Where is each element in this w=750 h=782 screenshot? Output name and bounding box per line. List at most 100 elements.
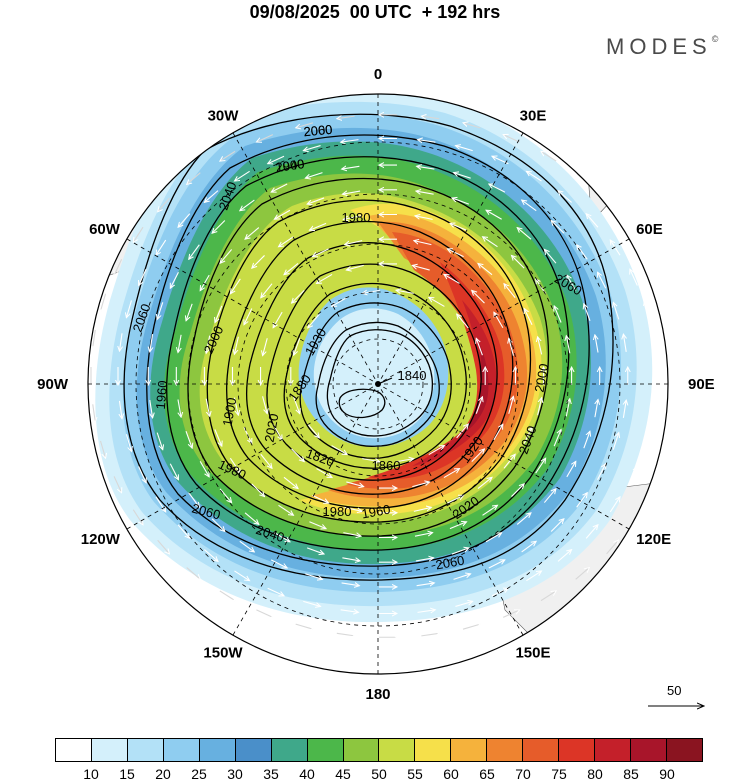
wind-arrow (503, 454, 515, 469)
wind-arrow (156, 432, 163, 450)
wind-arrow (312, 494, 328, 503)
wind-arrow (476, 338, 483, 356)
longitude-label: 180 (365, 686, 390, 703)
wind-arrow (307, 197, 325, 204)
wind-arrow (576, 493, 588, 508)
wind-arrow (550, 519, 564, 532)
wind-arrow (508, 396, 514, 414)
wind-arrow (565, 399, 570, 417)
wind-arrow (342, 558, 360, 561)
wind-arrow (516, 513, 531, 525)
wind-arrow (597, 464, 606, 481)
wind-arrow (475, 397, 482, 414)
wind-arrow (157, 302, 164, 319)
colorbar-swatch (127, 739, 164, 761)
wind-arrow (113, 476, 121, 492)
longitude-labels: 0 30E 60E 90E 120E 150E 180 150W 120W 90W 60W 30W (37, 66, 715, 703)
longitude-label: 60E (636, 221, 663, 238)
colorbar-tick-label: 75 (551, 766, 567, 782)
wind-arrow (186, 303, 193, 321)
wind-arrow (305, 573, 322, 580)
colorbar-tick-label: 70 (515, 766, 531, 782)
contour-1980 (206, 199, 532, 523)
wind-arrow (150, 400, 153, 418)
wind-arrow (540, 591, 556, 602)
lat-circle-80 (332, 338, 424, 430)
wind-arrow (272, 423, 282, 440)
wind-arrow (252, 255, 265, 268)
wind-arrow (155, 496, 166, 512)
longitude-label: 90E (688, 376, 715, 393)
contour-label: 1840 (398, 368, 427, 383)
wind-arrow (417, 610, 436, 613)
wind-arrow (262, 396, 268, 413)
wind-arrow (230, 278, 241, 294)
wind-arrow (645, 300, 651, 318)
wind-arrow (343, 215, 362, 220)
contour-label-text: 1900 (220, 396, 240, 427)
wind-arrow (316, 273, 333, 283)
wind-arrow (451, 548, 469, 555)
wind-arrow (517, 228, 532, 240)
contour-label-text: 1980 (342, 210, 371, 225)
colorbar-swatch (307, 739, 344, 761)
wind-arrow (524, 309, 533, 325)
wind-arrow (260, 453, 272, 468)
wind-arrow (471, 449, 485, 463)
wind-arrow (463, 123, 481, 129)
contour-1960 (226, 220, 514, 509)
wind-arrow (337, 116, 355, 119)
wind-arrow (177, 524, 190, 539)
wind-arrow (284, 263, 299, 274)
wind-arrow (233, 397, 238, 416)
wind-arrow (526, 171, 542, 182)
wind-arrow (681, 330, 684, 348)
pole-tick (377, 377, 393, 385)
wind-arrow (415, 216, 433, 220)
wind-arrow (293, 396, 300, 414)
colorbar-tick-label: 25 (191, 766, 207, 782)
wind-arrow (413, 507, 432, 512)
wind-arrow (244, 512, 259, 525)
map-body (88, 94, 685, 674)
wind-arrow (309, 521, 326, 529)
wind-arrow (444, 274, 460, 284)
wind-arrow (267, 587, 284, 595)
wind-arrow (541, 151, 557, 162)
contour-1940 (246, 242, 498, 495)
wind-arrow (331, 445, 348, 455)
wind-arrow (493, 424, 503, 441)
wind-arrow (412, 265, 430, 271)
wind-arrow (273, 311, 283, 328)
wind-arrow (629, 466, 637, 484)
contour-label-text: 1960 (360, 502, 391, 522)
colorbar (55, 738, 703, 762)
inner-light (313, 308, 435, 439)
wind-arrow (316, 468, 332, 478)
wind-arrow (204, 549, 218, 562)
wind-arrow (256, 609, 272, 617)
modes-logo: MODES© (606, 34, 718, 60)
wind-arrow (478, 263, 493, 276)
shade-90 (466, 340, 489, 432)
wind-arrow (455, 146, 473, 152)
wind-vectors (91, 115, 685, 638)
wind-arrow (584, 304, 591, 321)
wind-arrow (453, 574, 471, 580)
contour-label-text: 1860 (372, 458, 401, 473)
wind-arrow (303, 145, 321, 151)
wind-arrow (234, 336, 239, 355)
wind-arrow (554, 306, 562, 323)
wind-arrow (521, 541, 537, 553)
wind-arrow (187, 172, 201, 185)
wind-arrow (186, 567, 201, 580)
wind-arrow (244, 308, 253, 325)
wind-arrow (340, 610, 359, 613)
contour-label: 2040 (275, 156, 306, 175)
wind-arrow (654, 259, 663, 276)
wind-arrow (553, 429, 561, 447)
wind-arrow (526, 571, 541, 582)
wind-arrow (214, 429, 222, 446)
wind-arrow (503, 135, 520, 143)
